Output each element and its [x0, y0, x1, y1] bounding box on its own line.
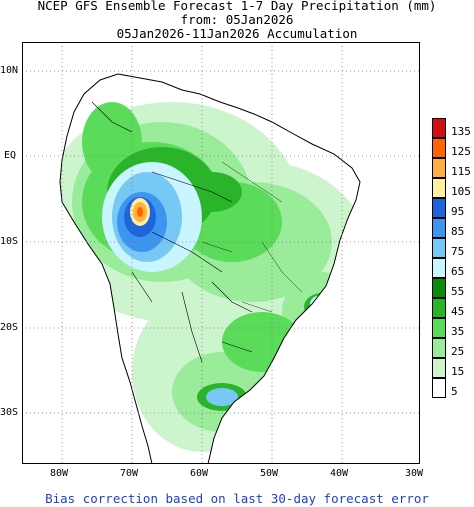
colorbar-swatch — [432, 178, 446, 198]
colorbar-level-label: 45 — [451, 305, 465, 318]
colorbar-swatch — [432, 358, 446, 378]
bias-correction-note: Bias correction based on last 30-day for… — [45, 491, 429, 506]
colorbar-level-label: 125 — [451, 145, 471, 158]
colorbar-swatch — [432, 378, 446, 398]
colorbar-swatch — [432, 138, 446, 158]
colorbar-swatch — [432, 258, 446, 278]
colorbar-level-label: 115 — [451, 165, 471, 178]
chart-subtitle-accumulation: 05Jan2026-11Jan2026 Accumulation — [116, 26, 358, 41]
state-borders — [201, 161, 303, 313]
colorbar-level-label: 15 — [451, 365, 465, 378]
colorbar-level-label: 35 — [451, 325, 465, 338]
lat-label: 10N — [0, 65, 19, 76]
lat-label: 20S — [0, 322, 19, 333]
lat-label: 10S — [0, 236, 19, 247]
chart-title: NCEP GFS Ensemble Forecast 1-7 Day Preci… — [37, 0, 437, 13]
colorbar-level-label: 95 — [451, 205, 465, 218]
colorbar-level-label: 105 — [451, 185, 471, 198]
map-border — [22, 42, 420, 464]
colorbar-swatch — [432, 158, 446, 178]
colorbar-swatch — [432, 118, 446, 138]
lon-label: 60W — [190, 468, 209, 479]
colorbar-swatch — [432, 338, 446, 358]
colorbar-level-label: 55 — [451, 285, 465, 298]
lon-label: 40W — [330, 468, 349, 479]
colorbar-level-label: 135 — [451, 125, 471, 138]
colorbar-swatch — [432, 278, 446, 298]
colorbar-swatch — [432, 218, 446, 238]
lat-label: 30S — [0, 407, 19, 418]
colorbar-swatch — [432, 318, 446, 338]
colorbar-level-label: 75 — [451, 245, 465, 258]
country-borders — [91, 101, 253, 363]
lon-label: 70W — [120, 468, 139, 479]
lon-label: 80W — [50, 468, 69, 479]
lon-label: 50W — [260, 468, 279, 479]
precipitation-colorbar — [432, 118, 448, 398]
colorbar-swatch — [432, 238, 446, 258]
colorbar-swatch — [432, 298, 446, 318]
chart-subtitle-date: from: 05Jan2026 — [180, 12, 294, 27]
precipitation-map — [22, 42, 420, 464]
colorbar-level-label: 85 — [451, 225, 465, 238]
lon-label: 30W — [405, 468, 424, 479]
colorbar-level-label: 5 — [451, 385, 458, 398]
colorbar-level-label: 25 — [451, 345, 465, 358]
colorbar-level-label: 65 — [451, 265, 465, 278]
lat-label: EQ — [4, 150, 17, 161]
colorbar-swatch — [432, 198, 446, 218]
coastline — [59, 73, 361, 464]
